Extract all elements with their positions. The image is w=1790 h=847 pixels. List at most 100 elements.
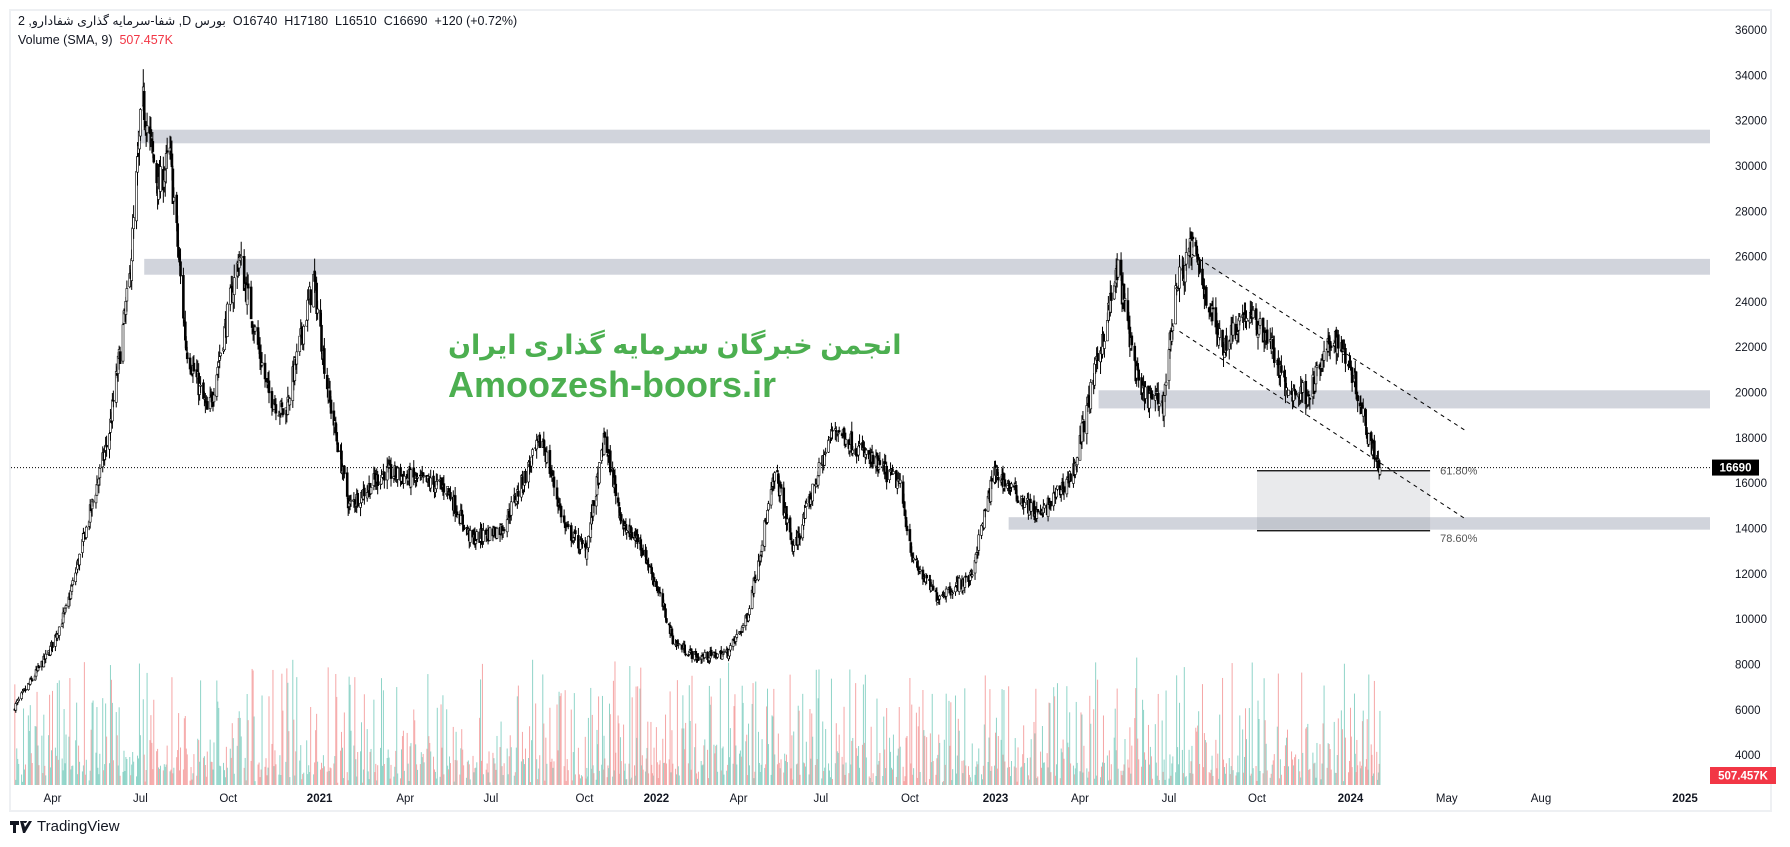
candle-body (176, 223, 179, 247)
volume-bar (196, 775, 198, 785)
candle-body (449, 492, 452, 500)
candle-body (644, 550, 648, 564)
volume-indicator-label[interactable]: Volume (SMA, 9) (18, 33, 113, 47)
last-price-badge[interactable] (1712, 459, 1759, 476)
candle-body (1287, 389, 1290, 396)
volume-bar (753, 778, 755, 785)
volume-bar (1072, 765, 1074, 785)
volume-bar (875, 776, 877, 785)
volume-bar (23, 708, 25, 785)
volume-bar (466, 761, 468, 785)
candle-body (422, 475, 426, 478)
volume-bar (1302, 752, 1304, 785)
volume-bar (267, 767, 269, 785)
volume-bar (247, 720, 249, 785)
price-tick-label: 10000 (1735, 614, 1767, 626)
volume-bar (426, 748, 428, 785)
volume-bar (1278, 778, 1280, 785)
candle-body (165, 150, 169, 153)
volume-bar (508, 756, 510, 785)
volume-bar (1350, 707, 1351, 785)
volume-bar (1083, 745, 1085, 785)
volume-bar (915, 712, 917, 785)
volume-bar (436, 707, 438, 785)
time-tick-label: Apr (396, 793, 414, 805)
volume-bar (1209, 773, 1211, 785)
symbol-name[interactable]: شفا-سرمایه گذاری شفادارو, 2 ,D بورس (18, 14, 226, 28)
ohlc-close: C16690 (383, 14, 428, 28)
candle-body (17, 698, 20, 701)
volume-bar (1023, 725, 1025, 785)
volume-bar (406, 732, 408, 785)
volume-bar (606, 777, 608, 785)
volume-bar (151, 742, 153, 785)
volume-bar (543, 723, 545, 785)
candle-body (931, 585, 935, 590)
volume-bar (337, 782, 339, 785)
volume-bar (1107, 780, 1109, 785)
volume-bar (1117, 768, 1119, 785)
volume-bar (1053, 687, 1055, 785)
volume-bar (634, 775, 636, 785)
volume-bar (409, 746, 411, 785)
volume-bar (472, 755, 474, 785)
candle-body (789, 532, 793, 541)
volume-bar (433, 769, 435, 785)
volume-bar (604, 758, 606, 785)
tradingview-logo[interactable]: TradingView (10, 818, 120, 835)
volume-bar (587, 776, 589, 785)
volume-bar (1335, 772, 1337, 785)
volume-bar (363, 694, 365, 785)
candle-body (468, 530, 472, 543)
volume-bar (1014, 738, 1016, 785)
volume-bar (955, 773, 957, 785)
candle-body (555, 487, 559, 500)
volume-bar (237, 717, 239, 785)
volume-bar (1348, 760, 1350, 785)
volume-bar (244, 757, 246, 785)
volume-bar (1314, 762, 1316, 785)
volume-bar (639, 688, 641, 785)
volume-bar (996, 768, 998, 785)
candle-body (1103, 341, 1106, 349)
volume-bar (1336, 755, 1338, 785)
volume-bar (1367, 769, 1369, 785)
volume-bar (1157, 693, 1159, 785)
volume-bar (945, 693, 947, 785)
volume-bar (658, 764, 660, 785)
volume-bar (287, 682, 289, 785)
volume-bar (1309, 768, 1311, 785)
volume-bar (322, 755, 324, 785)
volume-bar (199, 761, 201, 785)
volume-bar (761, 739, 763, 785)
volume-bar (956, 755, 958, 785)
volume-bar (851, 740, 853, 785)
candle-body (152, 154, 156, 163)
volume-bar (289, 777, 291, 785)
volume-bar (1285, 737, 1287, 785)
volume-bar (334, 756, 336, 785)
volume-bar (910, 763, 912, 785)
volume-bar (374, 772, 376, 785)
volume-bar (225, 746, 227, 785)
volume-bar (1373, 773, 1375, 785)
candle-body (652, 577, 656, 582)
volume-bar (1378, 763, 1380, 785)
volume-bar (1295, 754, 1297, 785)
volume-bar (941, 782, 943, 785)
volume-bar (520, 761, 522, 785)
volume-bar (415, 744, 417, 785)
volume-bar (24, 764, 26, 785)
volume-bar (745, 741, 747, 785)
volume-bar (1178, 764, 1180, 785)
volume-bar (1362, 710, 1364, 785)
volume-bar (1222, 677, 1224, 785)
candle-body (898, 479, 902, 484)
volume-bar (1161, 720, 1163, 785)
candle-body (1156, 392, 1160, 405)
volume-bar (1043, 762, 1045, 785)
volume-bar (1106, 755, 1108, 785)
volume-bar (792, 779, 794, 785)
volume-bar (326, 771, 328, 785)
